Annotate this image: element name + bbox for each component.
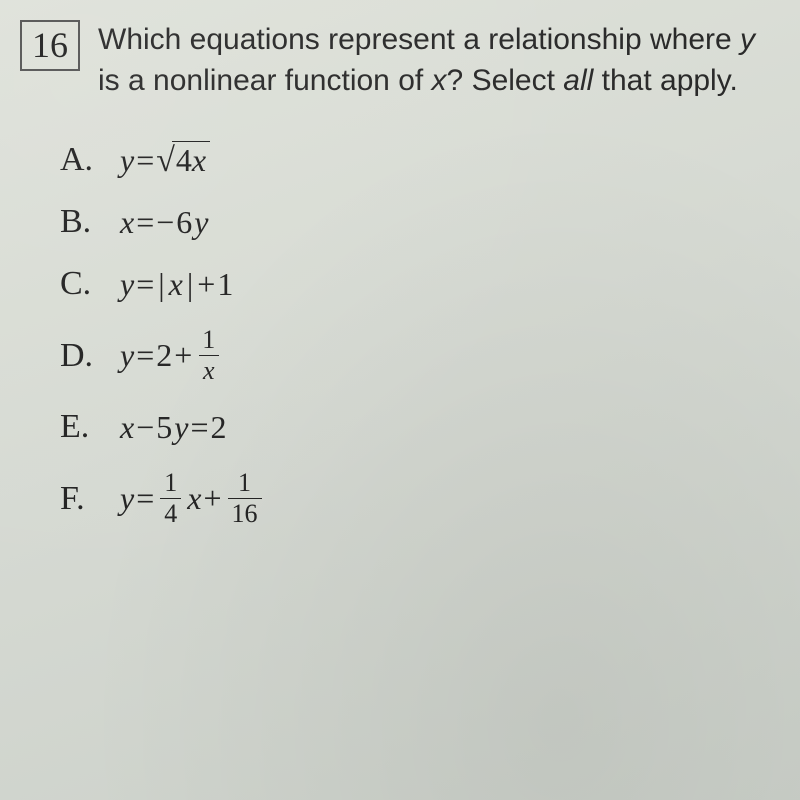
q-var-x: x [432, 64, 447, 97]
eq-b-rhs: y [194, 204, 208, 241]
option-c[interactable]: C. y = |x| + 1 [60, 265, 770, 303]
eq-e-2: 2 [211, 409, 227, 446]
q-all: all [563, 64, 593, 97]
eq-d-lhs: y [120, 337, 134, 374]
eq-a-eq: = [136, 142, 154, 179]
equation-d: y = 2 + 1 x [120, 327, 223, 384]
eq-f-f1n: 1 [160, 470, 181, 498]
eq-b-lhs: x [120, 204, 134, 241]
fraction-f1: 1 4 [160, 470, 181, 527]
eq-d-den: x [199, 355, 219, 384]
q-text-2b: ? Select [447, 64, 564, 97]
radical-icon: √ [156, 142, 175, 180]
option-letter-e: E. [60, 408, 120, 446]
abs-close-icon: | [185, 266, 195, 303]
q-text-2a: is a nonlinear function of [98, 64, 432, 97]
eq-f-lhs: y [120, 480, 134, 517]
eq-c-const: 1 [217, 266, 233, 303]
eq-f-x: x [187, 480, 201, 517]
eq-f-plus: + [203, 480, 221, 517]
eq-e-coef: 5 [156, 409, 172, 446]
option-d[interactable]: D. y = 2 + 1 x [60, 327, 770, 384]
eq-c-plus: + [197, 266, 215, 303]
eq-c-absvar: x [169, 266, 183, 303]
eq-b-coef: 6 [176, 204, 192, 241]
eq-e-y: y [174, 409, 188, 446]
equation-c: y = |x| + 1 [120, 266, 233, 303]
equation-e: x − 5y = 2 [120, 409, 227, 446]
eq-e-minus: − [136, 409, 154, 446]
eq-e-eq: = [190, 409, 208, 446]
option-letter-f: F. [60, 480, 120, 518]
eq-a-radicand: 4x [172, 141, 210, 179]
equation-b: x = − 6y [120, 204, 209, 241]
option-b[interactable]: B. x = − 6y [60, 203, 770, 241]
question-text: Which equations represent a relationship… [98, 20, 770, 101]
option-letter-a: A. [60, 141, 120, 179]
eq-d-eq: = [136, 337, 154, 374]
question-number-box: 16 [20, 20, 80, 71]
option-letter-d: D. [60, 337, 120, 375]
eq-d-num: 1 [198, 327, 219, 355]
eq-a-rad-x: x [192, 142, 206, 178]
q-var-y: y [740, 23, 755, 56]
option-a[interactable]: A. y = √ 4x [60, 141, 770, 179]
eq-a-lhs: y [120, 142, 134, 179]
equation-a: y = √ 4x [120, 141, 210, 179]
option-letter-c: C. [60, 265, 120, 303]
eq-f-f2n: 1 [234, 470, 255, 498]
question-header: 16 Which equations represent a relations… [20, 20, 770, 101]
option-letter-b: B. [60, 203, 120, 241]
eq-b-eq: = [136, 204, 154, 241]
worksheet-page: 16 Which equations represent a relations… [0, 0, 800, 800]
fraction-d: 1 x [198, 327, 219, 384]
eq-d-2: 2 [156, 337, 172, 374]
fraction-f2: 1 16 [228, 470, 262, 527]
option-f[interactable]: F. y = 1 4 x + 1 16 [60, 470, 770, 527]
q-text-1: Which equations represent a relationship… [98, 23, 740, 56]
abs-open-icon: | [156, 266, 166, 303]
eq-f-eq: = [136, 480, 154, 517]
sqrt-icon: √ 4x [156, 141, 210, 179]
equation-f: y = 1 4 x + 1 16 [120, 470, 266, 527]
eq-b-neg: − [156, 204, 174, 241]
q-text-2c: that apply. [593, 64, 738, 97]
eq-e-x: x [120, 409, 134, 446]
eq-c-lhs: y [120, 266, 134, 303]
eq-a-rad-4: 4 [176, 142, 192, 178]
eq-f-f2d: 16 [228, 498, 262, 527]
eq-f-f1d: 4 [160, 498, 181, 527]
eq-d-plus: + [174, 337, 192, 374]
option-e[interactable]: E. x − 5y = 2 [60, 408, 770, 446]
options-list: A. y = √ 4x B. x = − 6y C. [20, 131, 770, 527]
eq-c-eq: = [136, 266, 154, 303]
